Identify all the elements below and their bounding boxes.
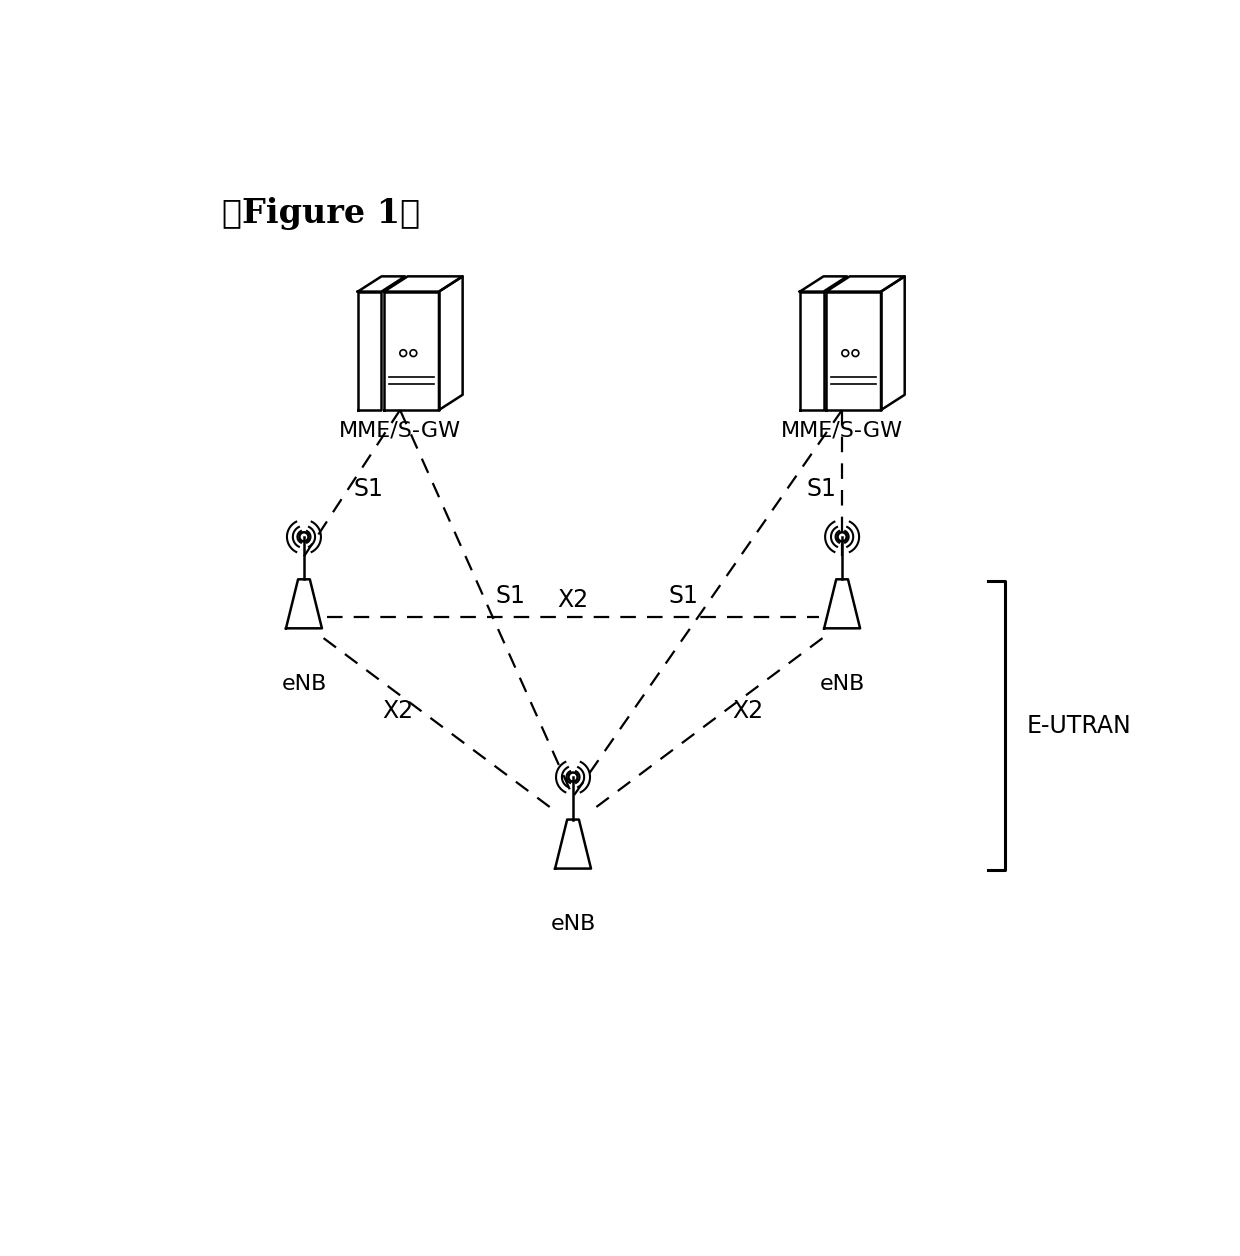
Text: S1: S1: [668, 584, 698, 608]
Text: X2: X2: [733, 698, 764, 722]
Text: S1: S1: [806, 476, 836, 501]
Text: 《Figure 1》: 《Figure 1》: [222, 197, 420, 230]
Text: MME/S-GW: MME/S-GW: [339, 420, 461, 440]
Text: eNB: eNB: [281, 674, 326, 695]
Text: E-UTRAN: E-UTRAN: [1027, 713, 1131, 737]
Text: S1: S1: [353, 476, 383, 501]
Text: X2: X2: [558, 588, 589, 612]
Text: eNB: eNB: [551, 914, 595, 934]
Text: eNB: eNB: [820, 674, 864, 695]
Text: MME/S-GW: MME/S-GW: [781, 420, 903, 440]
Text: X2: X2: [383, 698, 414, 722]
Text: S1: S1: [496, 584, 526, 608]
